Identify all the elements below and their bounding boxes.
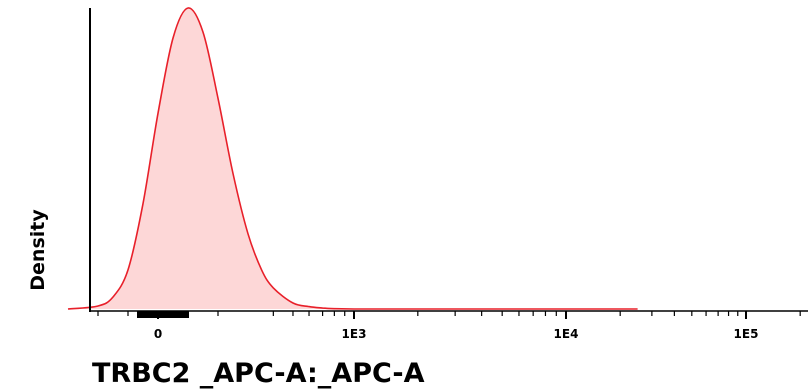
y-axis-label: Density	[27, 209, 49, 291]
x-tick-label-0: 0	[154, 327, 162, 341]
x-tick-label-1e3: 1E3	[342, 327, 367, 341]
plot-area	[67, 7, 638, 310]
x-tick-label-1e5: 1E5	[734, 327, 759, 341]
x-axis-label: TRBC2 _APC-A:_APC-A	[92, 358, 425, 389]
density-area-fill	[68, 7, 638, 310]
x-axis-ticks	[97, 311, 801, 319]
density-curve	[67, 7, 638, 310]
x-tick-label-1e4: 1E4	[554, 327, 579, 341]
zero-region-bar	[137, 311, 189, 318]
